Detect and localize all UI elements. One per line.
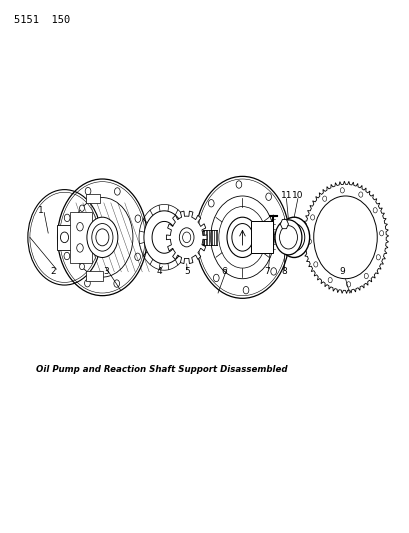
Circle shape [79, 263, 84, 270]
Bar [70, 212, 92, 263]
Circle shape [60, 232, 68, 243]
Circle shape [283, 223, 304, 251]
Circle shape [79, 205, 84, 212]
Circle shape [76, 222, 83, 231]
Text: 11: 11 [280, 191, 292, 200]
Polygon shape [301, 181, 388, 294]
Polygon shape [280, 220, 288, 229]
Text: 9: 9 [339, 267, 345, 276]
Text: 5151  150: 5151 150 [13, 15, 70, 25]
Circle shape [96, 229, 109, 246]
Polygon shape [166, 211, 207, 264]
Text: Oil Pump and Reaction Shaft Support Disassembled: Oil Pump and Reaction Shaft Support Disa… [36, 366, 287, 374]
Text: 8: 8 [281, 267, 287, 276]
Text: 7: 7 [263, 267, 269, 276]
Circle shape [76, 244, 83, 252]
Circle shape [87, 217, 117, 257]
Text: 3: 3 [103, 267, 109, 276]
Text: 1: 1 [38, 206, 44, 215]
Circle shape [231, 223, 252, 251]
Bar [250, 221, 272, 253]
Text: 5: 5 [184, 267, 189, 276]
Circle shape [179, 228, 193, 247]
Bar [57, 225, 72, 250]
Circle shape [92, 223, 113, 251]
Text: 6: 6 [221, 267, 227, 276]
Text: 2: 2 [51, 267, 56, 276]
Circle shape [279, 225, 297, 249]
Circle shape [313, 196, 376, 279]
Circle shape [278, 217, 309, 257]
Text: 10: 10 [291, 191, 303, 200]
Bar [86, 271, 103, 281]
Bar [86, 195, 100, 203]
Circle shape [182, 232, 190, 243]
Text: 4: 4 [156, 267, 162, 276]
Circle shape [227, 217, 257, 257]
Circle shape [274, 220, 301, 255]
Polygon shape [144, 211, 182, 264]
